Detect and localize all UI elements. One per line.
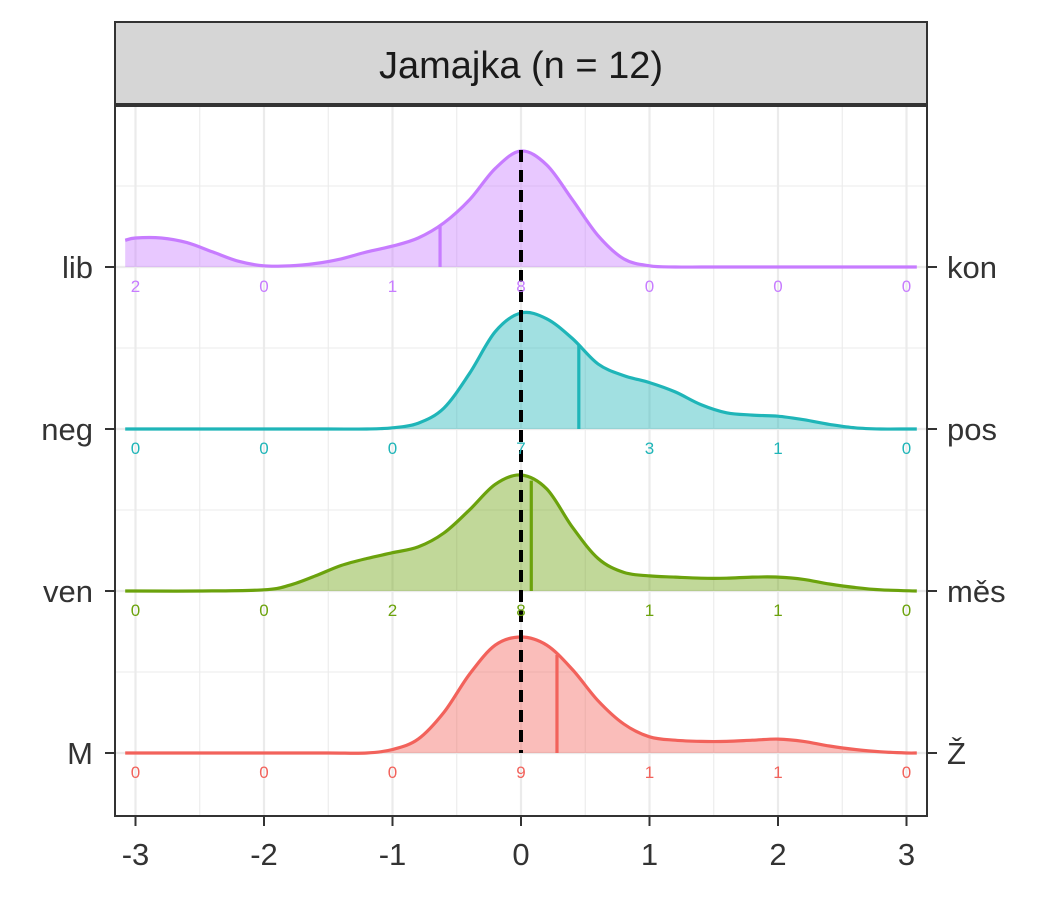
count-label: 0 [259, 601, 268, 620]
count-label: 8 [516, 277, 525, 296]
count-label: 1 [645, 601, 654, 620]
count-label: 7 [516, 439, 525, 458]
count-label: 0 [259, 763, 268, 782]
density-line-M [125, 635, 917, 755]
x-tick-label: 1 [641, 837, 658, 872]
count-label: 0 [902, 439, 911, 458]
count-label: 1 [773, 763, 782, 782]
count-label: 0 [131, 763, 140, 782]
x-tick-label: 3 [898, 837, 915, 872]
density-area-lib [125, 150, 917, 268]
count-label: 8 [516, 601, 525, 620]
count-label: 2 [388, 601, 397, 620]
y-label-left-neg: neg [41, 412, 93, 447]
y-label-left-ven: ven [43, 574, 93, 609]
x-tick-label: -2 [250, 837, 278, 872]
count-label: 0 [645, 277, 654, 296]
count-label: 1 [388, 277, 397, 296]
x-tick-label: -3 [122, 837, 150, 872]
count-label: 3 [645, 439, 654, 458]
density-line-neg [125, 310, 917, 431]
y-label-left-lib: lib [62, 250, 93, 285]
y-label-right-pos: pos [947, 412, 997, 447]
count-label: 0 [388, 439, 397, 458]
count-label: 1 [645, 763, 654, 782]
count-label: 0 [902, 277, 911, 296]
x-tick-label: 0 [512, 837, 529, 872]
count-label: 0 [259, 277, 268, 296]
count-label: 0 [902, 601, 911, 620]
count-label: 0 [773, 277, 782, 296]
count-label: 0 [902, 763, 911, 782]
density-line-ven [125, 473, 917, 593]
axes: -3 -2 -1 0 1 2 3 lib kon neg pos ven měs M Ž [41, 250, 1005, 872]
y-label-right-kon: kon [947, 250, 997, 285]
ridge-lib [124, 149, 917, 269]
count-label: 0 [388, 763, 397, 782]
x-tick-label: 2 [769, 837, 786, 872]
count-labels: 2 0 1 8 0 0 0 0 0 0 7 3 1 0 0 0 2 8 1 1 0 0 0 0 9 1 1 0 [131, 277, 911, 782]
x-tick-label: -1 [379, 837, 407, 872]
count-label: 1 [773, 439, 782, 458]
count-label: 0 [259, 439, 268, 458]
count-label: 2 [131, 277, 140, 296]
density-line-lib [124, 149, 917, 269]
strip-background [114, 21, 928, 105]
count-label: 0 [131, 601, 140, 620]
y-label-left-M: M [67, 736, 93, 771]
y-label-right-Ž: Ž [947, 736, 966, 771]
chart-title: Jamajka (n = 12) [379, 45, 663, 87]
count-label: 1 [773, 601, 782, 620]
y-label-right-měs: měs [947, 574, 1006, 609]
count-label: 0 [131, 439, 140, 458]
count-label: 9 [516, 763, 525, 782]
